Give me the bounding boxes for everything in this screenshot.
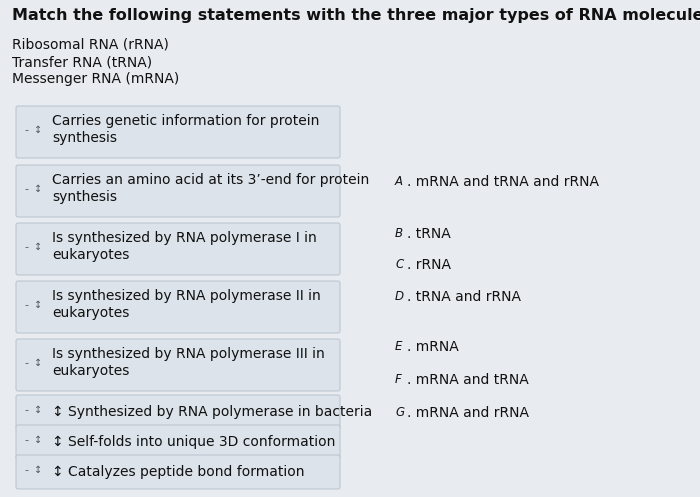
Text: -: - <box>24 125 28 135</box>
FancyBboxPatch shape <box>16 165 340 217</box>
Text: Is synthesized by RNA polymerase I in: Is synthesized by RNA polymerase I in <box>52 231 316 245</box>
Text: ↕: ↕ <box>34 242 42 252</box>
FancyBboxPatch shape <box>16 223 340 275</box>
Text: C: C <box>395 258 403 271</box>
Text: Messenger RNA (mRNA): Messenger RNA (mRNA) <box>12 72 179 86</box>
Text: Carries genetic information for protein: Carries genetic information for protein <box>52 114 319 128</box>
Text: ↕: ↕ <box>34 405 42 415</box>
Text: B: B <box>395 227 403 240</box>
Text: . mRNA and rRNA: . mRNA and rRNA <box>407 406 529 420</box>
Text: ↕: ↕ <box>34 184 42 194</box>
Text: . mRNA and tRNA and rRNA: . mRNA and tRNA and rRNA <box>407 175 599 189</box>
FancyBboxPatch shape <box>16 455 340 489</box>
Text: Transfer RNA (tRNA): Transfer RNA (tRNA) <box>12 55 152 69</box>
Text: -: - <box>24 465 28 475</box>
Text: eukaryotes: eukaryotes <box>52 248 130 262</box>
Text: -: - <box>24 358 28 368</box>
Text: ↕ Synthesized by RNA polymerase in bacteria: ↕ Synthesized by RNA polymerase in bacte… <box>52 405 372 419</box>
Text: ↕: ↕ <box>34 300 42 310</box>
Text: Match the following statements with the three major types of RNA molecules:: Match the following statements with the … <box>12 8 700 23</box>
Text: . mRNA and tRNA: . mRNA and tRNA <box>407 373 528 387</box>
Text: synthesis: synthesis <box>52 131 117 145</box>
Text: Carries an amino acid at its 3’-end for protein: Carries an amino acid at its 3’-end for … <box>52 173 370 187</box>
Text: -: - <box>24 435 28 445</box>
Text: . tRNA and rRNA: . tRNA and rRNA <box>407 290 521 304</box>
FancyBboxPatch shape <box>16 395 340 429</box>
Text: E: E <box>395 340 402 353</box>
Text: eukaryotes: eukaryotes <box>52 364 130 378</box>
Text: ↕: ↕ <box>34 435 42 445</box>
FancyBboxPatch shape <box>16 425 340 459</box>
Text: G: G <box>395 406 404 419</box>
FancyBboxPatch shape <box>16 339 340 391</box>
Text: Is synthesized by RNA polymerase III in: Is synthesized by RNA polymerase III in <box>52 347 325 361</box>
Text: synthesis: synthesis <box>52 190 117 204</box>
Text: ↕: ↕ <box>34 358 42 368</box>
Text: . tRNA: . tRNA <box>407 227 451 241</box>
Text: -: - <box>24 405 28 415</box>
Text: A: A <box>395 175 403 188</box>
Text: ↕: ↕ <box>34 465 42 475</box>
Text: eukaryotes: eukaryotes <box>52 306 130 320</box>
Text: Is synthesized by RNA polymerase II in: Is synthesized by RNA polymerase II in <box>52 289 321 303</box>
Text: . rRNA: . rRNA <box>407 258 451 272</box>
Text: F: F <box>395 373 402 386</box>
Text: -: - <box>24 242 28 252</box>
Text: ↕ Self-folds into unique 3D conformation: ↕ Self-folds into unique 3D conformation <box>52 435 335 449</box>
Text: ↕: ↕ <box>34 125 42 135</box>
FancyBboxPatch shape <box>16 106 340 158</box>
Text: -: - <box>24 184 28 194</box>
Text: D: D <box>395 290 404 303</box>
Text: ↕ Catalyzes peptide bond formation: ↕ Catalyzes peptide bond formation <box>52 465 304 479</box>
Text: -: - <box>24 300 28 310</box>
Text: Ribosomal RNA (rRNA): Ribosomal RNA (rRNA) <box>12 38 169 52</box>
FancyBboxPatch shape <box>16 281 340 333</box>
Text: . mRNA: . mRNA <box>407 340 459 354</box>
